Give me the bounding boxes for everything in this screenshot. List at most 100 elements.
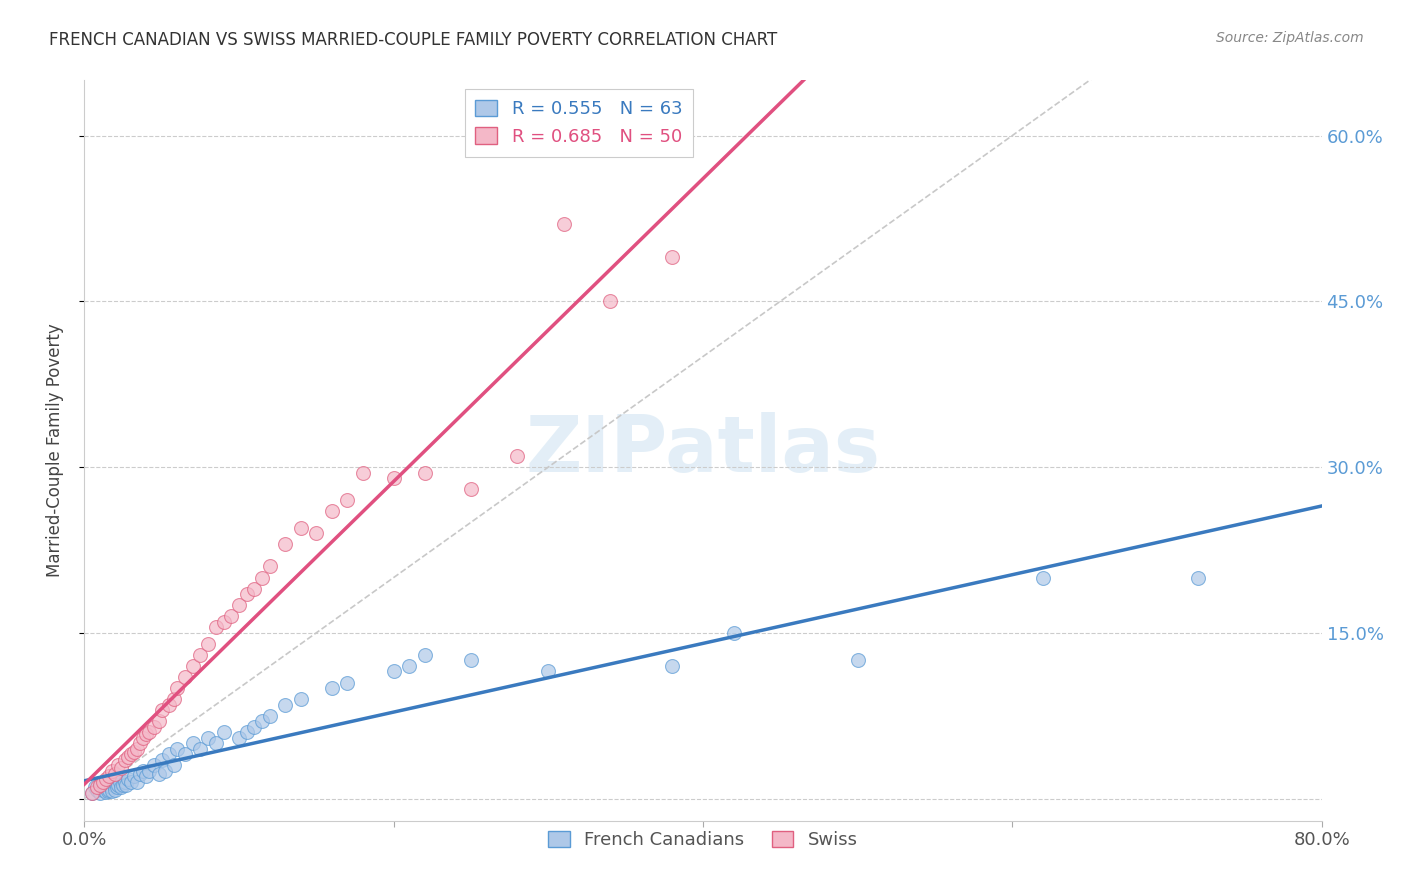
Point <box>122 745 145 759</box>
Point <box>82 786 104 800</box>
Legend: French Canadians, Swiss: French Canadians, Swiss <box>541 823 865 856</box>
Point <box>82 786 104 800</box>
Point <box>96 775 118 789</box>
Point <box>352 466 374 480</box>
Point <box>235 725 259 739</box>
Point <box>132 731 155 745</box>
Point <box>117 772 139 786</box>
Point <box>1032 570 1054 584</box>
Point <box>723 625 745 640</box>
Point <box>129 767 152 781</box>
Point <box>101 764 124 778</box>
Point <box>336 493 359 508</box>
Point <box>460 653 482 667</box>
Point <box>163 692 186 706</box>
Point <box>382 471 405 485</box>
Point <box>89 778 111 792</box>
Point <box>243 582 266 596</box>
Point <box>243 720 266 734</box>
Point <box>197 731 219 745</box>
Point <box>143 720 166 734</box>
Point <box>205 620 228 634</box>
Point <box>336 675 359 690</box>
Point <box>122 769 145 783</box>
Point <box>321 504 343 518</box>
Point <box>135 769 157 783</box>
Point <box>98 769 121 783</box>
Point <box>150 703 173 717</box>
Point <box>259 708 281 723</box>
Point <box>250 570 273 584</box>
Point <box>537 665 560 679</box>
Point <box>321 681 343 695</box>
Point <box>259 559 281 574</box>
Point <box>104 775 127 789</box>
Point <box>274 537 297 551</box>
Point <box>413 466 436 480</box>
Point <box>125 741 148 756</box>
Point <box>290 692 312 706</box>
Point <box>132 764 155 778</box>
Point <box>1187 570 1209 584</box>
Point <box>91 782 114 797</box>
Point <box>181 659 204 673</box>
Point <box>86 782 108 797</box>
Point <box>846 653 869 667</box>
Point <box>138 764 160 778</box>
Point <box>188 648 211 662</box>
Point <box>110 761 132 775</box>
Point <box>103 778 125 792</box>
Point <box>250 714 273 729</box>
Point <box>100 780 122 795</box>
Point <box>108 775 131 789</box>
Point <box>274 698 297 712</box>
Point <box>101 784 124 798</box>
Point <box>93 780 115 795</box>
Point <box>166 681 188 695</box>
Point <box>143 758 166 772</box>
Point <box>84 780 107 795</box>
Point <box>398 659 420 673</box>
Point <box>506 449 529 463</box>
Point <box>112 778 135 792</box>
Point <box>197 637 219 651</box>
Point <box>94 772 117 786</box>
Point <box>159 698 180 712</box>
Point <box>413 648 436 662</box>
Point <box>174 747 197 762</box>
Point <box>212 615 235 629</box>
Point <box>91 775 114 789</box>
Text: ZIPatlas: ZIPatlas <box>526 412 880 489</box>
Point <box>135 727 157 741</box>
Point <box>382 665 405 679</box>
Point <box>117 749 139 764</box>
Point <box>120 775 142 789</box>
Point <box>104 782 127 797</box>
Point <box>120 747 142 762</box>
Point <box>107 758 129 772</box>
Point <box>661 659 683 673</box>
Point <box>235 587 259 601</box>
Point <box>212 725 235 739</box>
Point <box>553 217 575 231</box>
Y-axis label: Married-Couple Family Poverty: Married-Couple Family Poverty <box>45 324 63 577</box>
Point <box>228 598 250 612</box>
Text: Source: ZipAtlas.com: Source: ZipAtlas.com <box>1216 31 1364 45</box>
Point <box>86 780 108 795</box>
Point <box>89 778 111 792</box>
Point <box>94 785 117 799</box>
Point <box>159 747 180 762</box>
Point <box>166 741 188 756</box>
Point <box>104 767 127 781</box>
Point <box>148 714 170 729</box>
Point <box>174 670 197 684</box>
Point <box>114 753 136 767</box>
Point <box>125 775 148 789</box>
Point <box>110 780 132 795</box>
Point <box>188 741 211 756</box>
Point <box>89 786 111 800</box>
Point <box>205 736 228 750</box>
Point <box>599 294 621 309</box>
Point <box>163 758 186 772</box>
Point <box>138 725 160 739</box>
